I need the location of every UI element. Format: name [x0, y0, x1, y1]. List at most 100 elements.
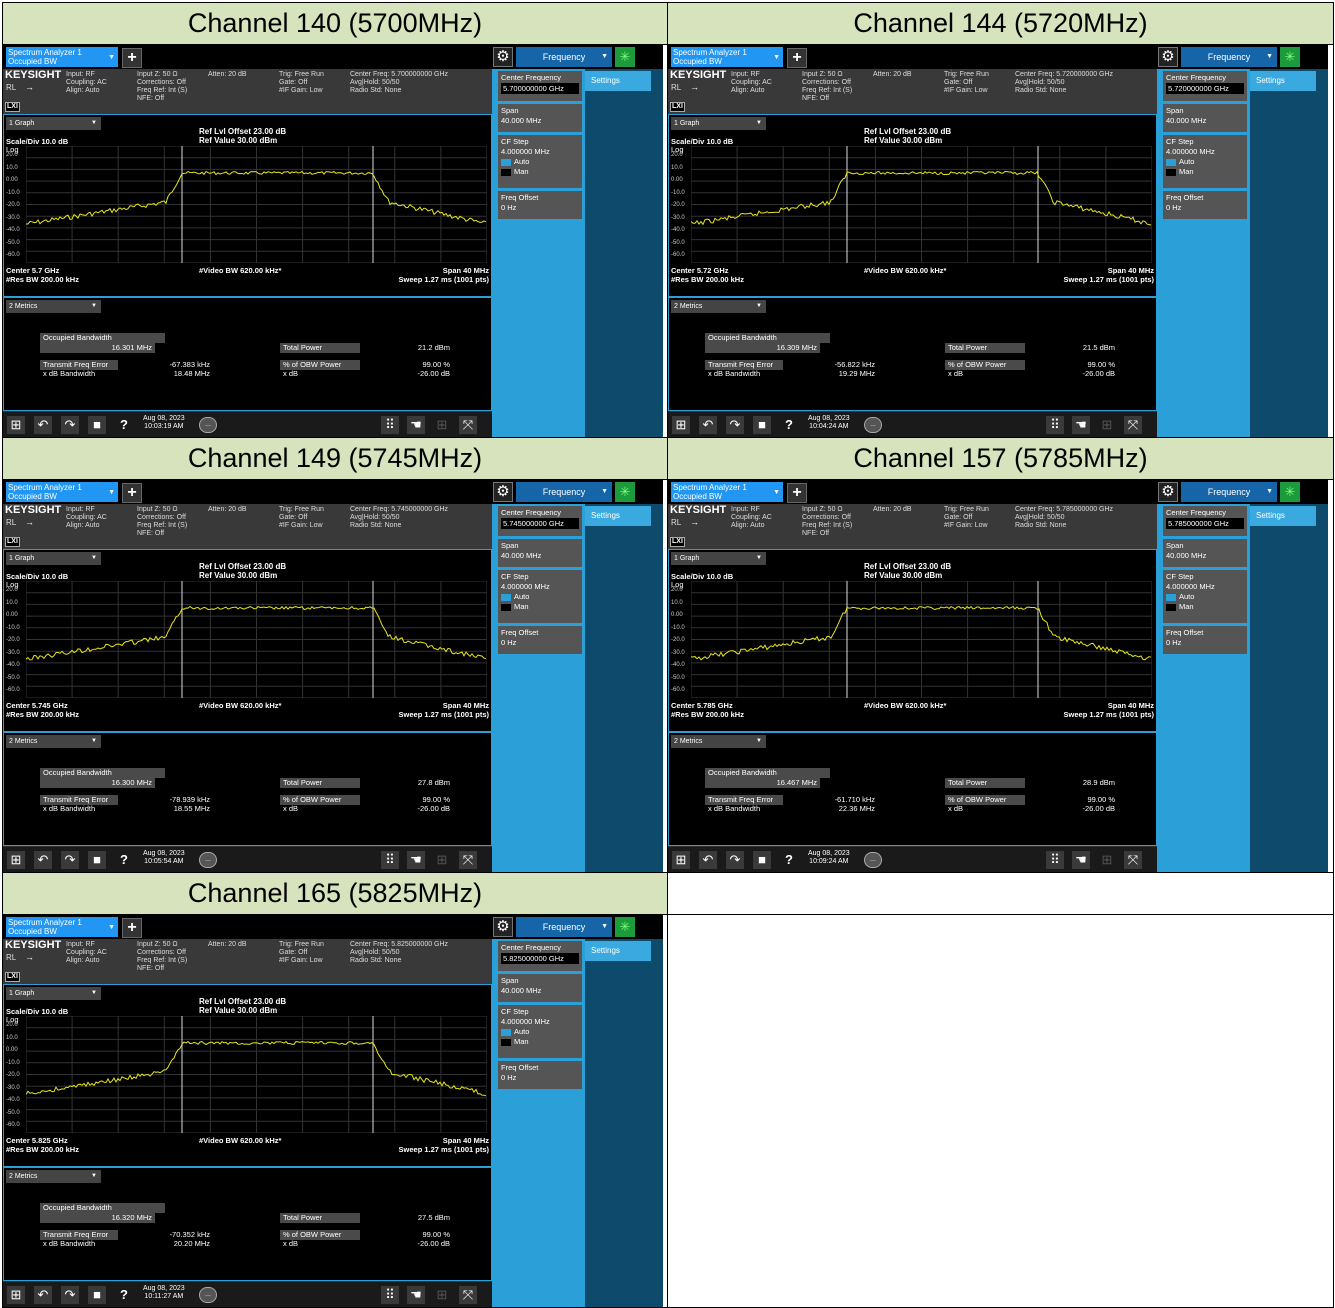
screen-tab[interactable]: Spectrum Analyzer 1 Occupied BW ▼: [6, 47, 118, 67]
redo-icon[interactable]: ↷: [726, 416, 744, 434]
gear-icon[interactable]: ⚙: [1158, 47, 1178, 67]
gear-icon[interactable]: ⚙: [493, 482, 513, 502]
cf-step-key[interactable]: CF Step 4.000000 MHz Auto Man: [1163, 570, 1247, 623]
graph-view-dropdown[interactable]: 1 Graph ▼: [671, 552, 766, 565]
settings-tab[interactable]: Settings: [1250, 71, 1316, 91]
message-icon[interactable]: …: [199, 417, 217, 433]
message-icon[interactable]: …: [199, 852, 217, 868]
graph-panel[interactable]: 1 Graph ▼ Ref Lvl Offset 23.00 dB Ref Val…: [3, 114, 492, 297]
file-icon[interactable]: ■: [88, 1286, 106, 1304]
cf-step-key[interactable]: CF Step 4.000000 MHz Auto Man: [498, 570, 582, 623]
file-icon[interactable]: ■: [88, 416, 106, 434]
screen-tab[interactable]: Spectrum Analyzer 1 Occupied BW ▼: [671, 47, 783, 67]
freq-offset-key[interactable]: Freq Offset 0 Hz: [1163, 626, 1247, 654]
grid-icon[interactable]: ⊞: [433, 1286, 451, 1304]
center-frequency-key[interactable]: Center Frequency 5.720000000 GHz: [1163, 71, 1247, 101]
graph-panel[interactable]: 1 Graph ▼ Ref Lvl Offset 23.00 dB Ref Val…: [668, 114, 1157, 297]
screen-tab[interactable]: Spectrum Analyzer 1 Occupied BW ▼: [6, 482, 118, 502]
graph-panel[interactable]: 1 Graph ▼ Ref Lvl Offset 23.00 dB Ref Val…: [3, 549, 492, 732]
screen-tab[interactable]: Spectrum Analyzer 1 Occupied BW ▼: [671, 482, 783, 502]
touch-icon[interactable]: ☚: [407, 851, 425, 869]
layout-icon[interactable]: ⠿: [381, 416, 399, 434]
freq-offset-key[interactable]: Freq Offset 0 Hz: [498, 626, 582, 654]
graph-view-dropdown[interactable]: 1 Graph ▼: [6, 552, 101, 565]
settings-tab[interactable]: Settings: [1250, 506, 1316, 526]
help-icon[interactable]: ?: [780, 416, 798, 434]
redo-icon[interactable]: ↷: [61, 1286, 79, 1304]
man-option[interactable]: Man: [501, 602, 579, 611]
grid-icon[interactable]: ⊞: [1098, 416, 1116, 434]
file-icon[interactable]: ■: [88, 851, 106, 869]
graph-view-dropdown[interactable]: 1 Graph ▼: [6, 117, 101, 130]
auto-option[interactable]: Auto: [501, 1027, 579, 1036]
redo-icon[interactable]: ↷: [726, 851, 744, 869]
undo-icon[interactable]: ↶: [34, 1286, 52, 1304]
windows-icon[interactable]: ⊞: [672, 851, 690, 869]
undo-icon[interactable]: ↶: [699, 851, 717, 869]
add-screen-button[interactable]: +: [122, 918, 142, 938]
help-icon[interactable]: ?: [115, 851, 133, 869]
center-frequency-key[interactable]: Center Frequency 5.785000000 GHz: [1163, 506, 1247, 536]
frequency-menu[interactable]: Frequency ▼: [516, 47, 612, 67]
help-icon[interactable]: ?: [780, 851, 798, 869]
settings-tab[interactable]: Settings: [585, 941, 651, 961]
settings-tab[interactable]: Settings: [585, 506, 651, 526]
touch-icon[interactable]: ☚: [407, 1286, 425, 1304]
layout-icon[interactable]: ⠿: [1046, 851, 1064, 869]
screen-tab[interactable]: Spectrum Analyzer 1 Occupied BW ▼: [6, 917, 118, 937]
cf-step-key[interactable]: CF Step 4.000000 MHz Auto Man: [1163, 135, 1247, 188]
center-frequency-field[interactable]: 5.700000000 GHz: [501, 83, 579, 94]
center-frequency-key[interactable]: Center Frequency 5.825000000 GHz: [498, 941, 582, 971]
grid-icon[interactable]: ⊞: [1098, 851, 1116, 869]
freq-offset-key[interactable]: Freq Offset 0 Hz: [1163, 191, 1247, 219]
auto-option[interactable]: Auto: [1166, 157, 1244, 166]
message-icon[interactable]: …: [199, 1287, 217, 1303]
span-key[interactable]: Span 40.000 MHz: [1163, 539, 1247, 567]
gear-icon[interactable]: ⚙: [493, 47, 513, 67]
metrics-view-dropdown[interactable]: 2 Metrics ▼: [6, 1170, 101, 1183]
file-icon[interactable]: ■: [753, 416, 771, 434]
span-key[interactable]: Span 40.000 MHz: [1163, 104, 1247, 132]
metrics-view-dropdown[interactable]: 2 Metrics ▼: [671, 300, 766, 313]
freq-offset-key[interactable]: Freq Offset 0 Hz: [498, 191, 582, 219]
graph-view-dropdown[interactable]: 1 Graph ▼: [671, 117, 766, 130]
graph-panel[interactable]: 1 Graph ▼ Ref Lvl Offset 23.00 dB Ref Val…: [668, 549, 1157, 732]
redo-icon[interactable]: ↷: [61, 416, 79, 434]
graph-panel[interactable]: 1 Graph ▼ Ref Lvl Offset 23.00 dB Ref Val…: [3, 984, 492, 1167]
cf-step-key[interactable]: CF Step 4.000000 MHz Auto Man: [498, 1005, 582, 1058]
add-screen-button[interactable]: +: [122, 483, 142, 503]
metrics-view-dropdown[interactable]: 2 Metrics ▼: [6, 300, 101, 313]
layout-icon[interactable]: ⠿: [381, 1286, 399, 1304]
freq-offset-key[interactable]: Freq Offset 0 Hz: [498, 1061, 582, 1089]
windows-icon[interactable]: ⊞: [672, 416, 690, 434]
man-option[interactable]: Man: [501, 1037, 579, 1046]
center-frequency-field[interactable]: 5.785000000 GHz: [1166, 518, 1244, 529]
fullscreen-icon[interactable]: ⤧: [459, 851, 477, 869]
windows-icon[interactable]: ⊞: [7, 1286, 25, 1304]
frequency-menu[interactable]: Frequency ▼: [516, 917, 612, 937]
fullscreen-icon[interactable]: ⤧: [1124, 851, 1142, 869]
windows-icon[interactable]: ⊞: [7, 851, 25, 869]
layout-icon[interactable]: ⠿: [1046, 416, 1064, 434]
settings-tab[interactable]: Settings: [585, 71, 651, 91]
grid-icon[interactable]: ⊞: [433, 416, 451, 434]
undo-icon[interactable]: ↶: [34, 851, 52, 869]
span-key[interactable]: Span 40.000 MHz: [498, 104, 582, 132]
auto-option[interactable]: Auto: [501, 592, 579, 601]
undo-icon[interactable]: ↶: [34, 416, 52, 434]
cf-step-key[interactable]: CF Step 4.000000 MHz Auto Man: [498, 135, 582, 188]
fullscreen-icon[interactable]: ⤧: [459, 1286, 477, 1304]
fullscreen-icon[interactable]: ⤧: [459, 416, 477, 434]
touch-icon[interactable]: ☚: [1072, 416, 1090, 434]
auto-option[interactable]: Auto: [501, 157, 579, 166]
gear-icon[interactable]: ⚙: [1158, 482, 1178, 502]
file-icon[interactable]: ■: [753, 851, 771, 869]
frequency-menu[interactable]: Frequency ▼: [1181, 482, 1277, 502]
grid-icon[interactable]: ⊞: [433, 851, 451, 869]
touch-icon[interactable]: ☚: [1072, 851, 1090, 869]
center-frequency-field[interactable]: 5.825000000 GHz: [501, 953, 579, 964]
message-icon[interactable]: …: [864, 417, 882, 433]
man-option[interactable]: Man: [1166, 167, 1244, 176]
touch-icon[interactable]: ☚: [407, 416, 425, 434]
auto-option[interactable]: Auto: [1166, 592, 1244, 601]
